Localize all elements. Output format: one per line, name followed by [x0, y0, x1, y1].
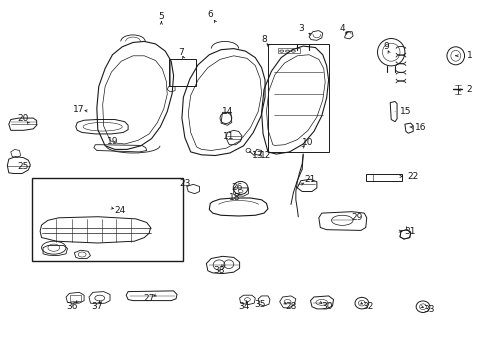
Text: 37: 37 — [91, 302, 102, 311]
Text: 1: 1 — [466, 51, 471, 60]
Text: 34: 34 — [237, 302, 249, 311]
Text: 4: 4 — [339, 24, 345, 33]
Text: 15: 15 — [399, 107, 411, 116]
Text: 25: 25 — [18, 162, 29, 171]
Text: 32: 32 — [361, 302, 373, 311]
Text: 20: 20 — [18, 113, 29, 122]
Text: 2: 2 — [466, 85, 471, 94]
Text: 22: 22 — [407, 172, 418, 181]
Text: 33: 33 — [423, 305, 434, 314]
Text: 5: 5 — [158, 12, 164, 21]
Text: 29: 29 — [350, 213, 362, 222]
Text: 21: 21 — [304, 175, 316, 184]
Bar — [32, 178, 183, 261]
Text: 16: 16 — [414, 123, 426, 132]
Bar — [168, 59, 195, 86]
Text: 19: 19 — [106, 136, 118, 145]
Bar — [267, 44, 328, 152]
Text: 6: 6 — [207, 10, 213, 19]
Text: 12: 12 — [260, 151, 271, 160]
Text: 18: 18 — [228, 194, 240, 202]
Text: 8: 8 — [261, 35, 266, 44]
Text: 3: 3 — [297, 24, 303, 33]
Text: 23: 23 — [179, 179, 190, 188]
Text: 35: 35 — [254, 300, 265, 309]
Text: 10: 10 — [302, 138, 313, 147]
Text: 13: 13 — [252, 151, 264, 160]
Text: 38: 38 — [213, 266, 224, 275]
Text: 17: 17 — [72, 105, 84, 114]
Text: 14: 14 — [221, 107, 233, 116]
Text: 11: 11 — [223, 132, 234, 141]
Text: 7: 7 — [178, 48, 183, 57]
Text: 26: 26 — [231, 184, 243, 192]
Bar — [70, 295, 81, 301]
Bar — [277, 48, 299, 53]
Text: 31: 31 — [403, 227, 415, 236]
Text: 27: 27 — [143, 294, 155, 303]
Bar — [365, 174, 402, 181]
Text: 24: 24 — [114, 206, 125, 215]
Text: 28: 28 — [285, 302, 296, 311]
Text: 36: 36 — [66, 302, 78, 311]
Text: 9: 9 — [383, 42, 388, 51]
Text: 30: 30 — [320, 302, 332, 311]
